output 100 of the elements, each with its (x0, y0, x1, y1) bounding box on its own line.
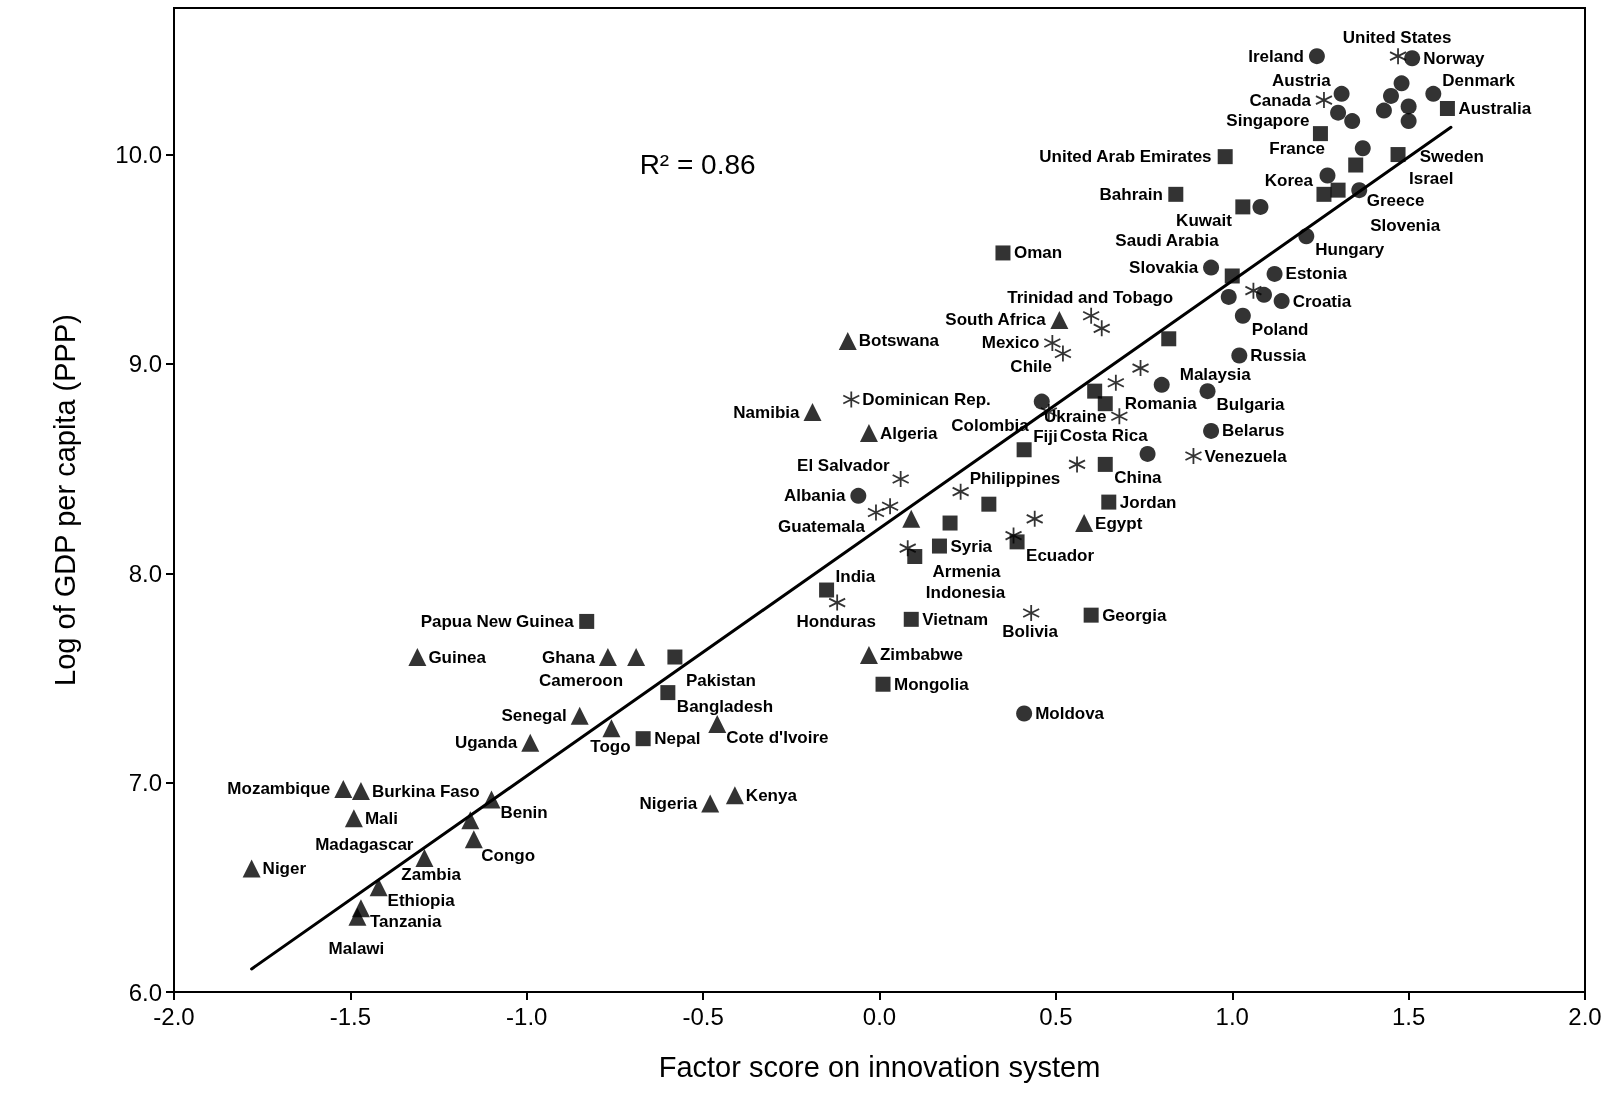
x-tick-label: 2.0 (1568, 1002, 1602, 1030)
point (242, 859, 261, 878)
annotation: Bangladesh (676, 696, 774, 716)
annotation: Nigeria (639, 794, 698, 814)
point (1333, 85, 1350, 102)
annotation: Senegal (501, 706, 567, 726)
point (1161, 331, 1177, 347)
point (1235, 199, 1251, 215)
annotation: Togo (590, 737, 631, 757)
annotation: El Salvador (797, 456, 891, 476)
annotation: Trinidad and Tobago (1007, 287, 1174, 307)
annotation: Romania (1124, 393, 1198, 413)
point (1203, 422, 1220, 439)
point (579, 613, 595, 629)
point (828, 593, 847, 612)
annotation: Ghana (541, 647, 596, 667)
annotation: Philippines (969, 468, 1061, 488)
point (1354, 140, 1371, 157)
point (1022, 604, 1041, 622)
point (1054, 344, 1072, 363)
y-axis-title: Log of GDP per capita (PPP) (48, 314, 81, 686)
point (1016, 705, 1033, 722)
annotation: Russia (1250, 346, 1307, 366)
y-tick-label: 10.0 (115, 141, 162, 169)
point (1439, 100, 1455, 116)
annotation: Cameroon (539, 671, 624, 691)
point (1083, 607, 1099, 623)
point (1153, 376, 1170, 393)
annotation: Slovenia (1370, 216, 1441, 236)
point (1203, 259, 1220, 276)
point (1101, 494, 1117, 510)
point (803, 403, 822, 422)
point (1075, 514, 1094, 533)
point (598, 648, 617, 667)
annotation: France (1269, 138, 1326, 158)
point (1097, 396, 1113, 412)
annotation: Guatemala (778, 516, 866, 536)
annotation: Guinea (428, 647, 487, 667)
point (1139, 445, 1156, 462)
point (1131, 359, 1150, 377)
point (1316, 186, 1332, 202)
annotation: Israel (1409, 168, 1454, 188)
annotation: Mali (364, 808, 398, 828)
point (1231, 347, 1248, 364)
annotation: India (835, 567, 876, 587)
annotation: Bahrain (1099, 184, 1163, 204)
annotation: Tanzania (369, 912, 442, 932)
annotation: Chile (1010, 357, 1052, 377)
y-tick-label: 8.0 (128, 559, 162, 587)
annotation: Georgia (1102, 605, 1167, 625)
annotation: Pakistan (685, 671, 756, 691)
annotation: Uganda (454, 733, 518, 753)
point (1393, 75, 1410, 92)
annotation: Kenya (745, 785, 798, 805)
point (602, 719, 621, 738)
point (875, 676, 891, 692)
point (1390, 147, 1406, 163)
point (521, 733, 540, 752)
point (1319, 167, 1336, 184)
point (344, 809, 363, 828)
annotation: Albania (783, 486, 846, 506)
x-tick-label: 1.0 (1215, 1002, 1249, 1030)
y-tick-label: 7.0 (128, 769, 162, 797)
annotation: Namibia (733, 402, 801, 422)
point (819, 582, 835, 598)
annotation: Vietnam (922, 609, 989, 629)
annotation: Nepal (654, 729, 701, 749)
point (408, 648, 427, 667)
annotation: Dominican Rep. (862, 390, 991, 410)
annotation: Canada (1249, 90, 1312, 110)
point (1043, 334, 1062, 352)
point (1184, 447, 1203, 465)
annotation: Jordan (1119, 492, 1177, 512)
point (1312, 126, 1328, 142)
point (461, 811, 480, 830)
point (1344, 113, 1361, 130)
point (1033, 393, 1050, 410)
point (464, 830, 483, 849)
point (1168, 186, 1184, 202)
point (1224, 268, 1240, 284)
point (1273, 293, 1290, 310)
annotation: Colombia (951, 415, 1030, 435)
y-tick-label: 9.0 (128, 350, 162, 378)
annotation: Mongolia (894, 674, 970, 694)
annotation: Estonia (1285, 264, 1348, 284)
annotation: Indonesia (925, 582, 1006, 602)
point (1110, 407, 1129, 426)
point (482, 790, 501, 809)
point (1244, 281, 1263, 300)
annotation: Armenia (932, 561, 1002, 581)
point (1025, 509, 1044, 528)
annotation: Botswana (858, 331, 940, 351)
point (1315, 91, 1333, 110)
annotation: Zimbabwe (879, 645, 964, 665)
annotation: Mozambique (227, 779, 331, 799)
point (942, 515, 958, 531)
point (1298, 228, 1315, 245)
annotation: Honduras (796, 611, 876, 631)
annotation: Denmark (1442, 70, 1516, 90)
annotation: Egypt (1095, 513, 1143, 533)
